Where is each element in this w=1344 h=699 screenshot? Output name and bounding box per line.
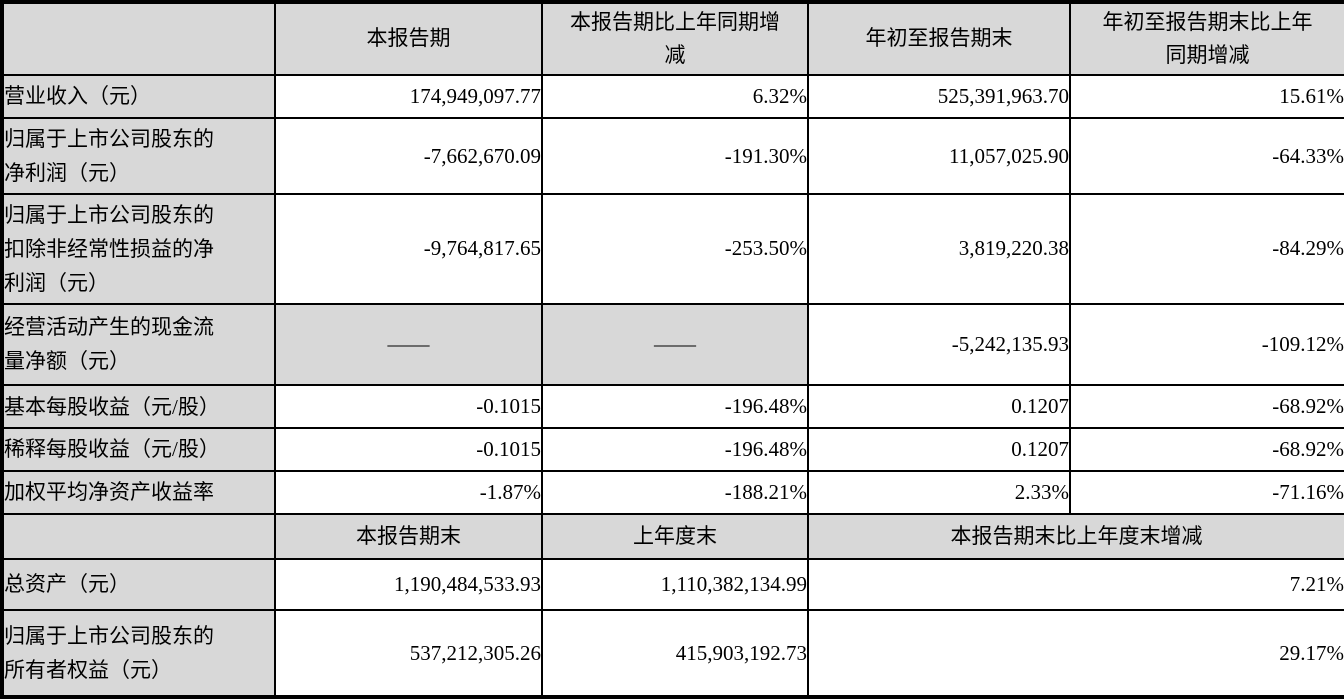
row-label-cell: 加权平均净资产收益率 xyxy=(1,469,276,516)
row-basic-eps: 基本每股收益（元/股） -0.1015 -196.48% 0.1207 -68.… xyxy=(1,383,1344,430)
value-cell: -71.16% xyxy=(1069,469,1344,516)
value-cell: 2.33% xyxy=(807,469,1071,516)
value-cell: 7.21% xyxy=(807,557,1344,612)
value-cell: -64.33% xyxy=(1069,117,1344,195)
value-cell: 1,110,382,134.99 xyxy=(541,557,809,612)
row-label-cell: 总资产（元） xyxy=(1,557,276,612)
value-cell: 0.1207 xyxy=(807,383,1071,430)
row-label-cell: 基本每股收益（元/股） xyxy=(1,383,276,430)
row-diluted-eps: 稀释每股收益（元/股） -0.1015 -196.48% 0.1207 -68.… xyxy=(1,427,1344,472)
value-cell: -196.48% xyxy=(541,383,809,430)
row-label-cell: 归属于上市公司股东的 扣除非经常性损益的净 利润（元） xyxy=(1,192,276,306)
value-cell: -191.30% xyxy=(541,117,809,195)
value-cell: -84.29% xyxy=(1069,192,1344,306)
row-weighted-avg-roe: 加权平均净资产收益率 -1.87% -188.21% 2.33% -71.16% xyxy=(1,469,1344,516)
row-operating-cash-flow: 经营活动产生的现金流 量净额（元） —— —— -5,242,135.93 -1… xyxy=(1,303,1344,386)
header-current-period: 本报告期 xyxy=(274,1,543,76)
value-cell: 537,212,305.26 xyxy=(274,609,543,698)
section1-header-row: 本报告期 本报告期比上年同期增 减 年初至报告期末 年初至报告期末比上年 同期增… xyxy=(1,1,1344,76)
value-cell: -5,242,135.93 xyxy=(807,303,1071,386)
value-cell: -253.50% xyxy=(541,192,809,306)
header-ytd-yoy: 年初至报告期末比上年 同期增减 xyxy=(1069,1,1344,76)
value-cell: -0.1015 xyxy=(274,383,543,430)
value-cell: 1,190,484,533.93 xyxy=(274,557,543,612)
dash-placeholder-cell: —— xyxy=(541,303,809,386)
row-label-cell: 稀释每股收益（元/股） xyxy=(1,427,276,472)
value-cell: 11,057,025.90 xyxy=(807,117,1071,195)
dash-placeholder-cell: —— xyxy=(274,303,543,386)
row-label-cell: 经营活动产生的现金流 量净额（元） xyxy=(1,303,276,386)
row-operating-revenue: 营业收入（元） 174,949,097.77 6.32% 525,391,963… xyxy=(1,73,1344,120)
header-current-period-yoy: 本报告期比上年同期增 减 xyxy=(541,1,809,76)
value-cell: -9,764,817.65 xyxy=(274,192,543,306)
value-cell: 174,949,097.77 xyxy=(274,73,543,120)
row-label-cell: 营业收入（元） xyxy=(1,73,276,120)
value-cell: -0.1015 xyxy=(274,427,543,472)
header-period-end: 本报告期末 xyxy=(274,513,543,560)
section2-header-row: 本报告期末 上年度末 本报告期末比上年度末增减 xyxy=(1,513,1344,560)
value-cell: 15.61% xyxy=(1069,73,1344,120)
header-period-end-change: 本报告期末比上年度末增减 xyxy=(807,513,1344,560)
value-cell: -196.48% xyxy=(541,427,809,472)
header-ytd: 年初至报告期末 xyxy=(807,1,1071,76)
value-cell: 6.32% xyxy=(541,73,809,120)
value-cell: -109.12% xyxy=(1069,303,1344,386)
row-label-cell: 归属于上市公司股东的 净利润（元） xyxy=(1,117,276,195)
header-blank-cell xyxy=(1,513,276,560)
row-net-profit-excl-nonrecurring: 归属于上市公司股东的 扣除非经常性损益的净 利润（元） -9,764,817.6… xyxy=(1,192,1344,306)
value-cell: -68.92% xyxy=(1069,427,1344,472)
row-owners-equity: 归属于上市公司股东的 所有者权益（元） 537,212,305.26 415,9… xyxy=(1,609,1344,698)
value-cell: -1.87% xyxy=(274,469,543,516)
row-total-assets: 总资产（元） 1,190,484,533.93 1,110,382,134.99… xyxy=(1,557,1344,612)
header-blank-cell xyxy=(1,1,276,76)
value-cell: -7,662,670.09 xyxy=(274,117,543,195)
value-cell: 525,391,963.70 xyxy=(807,73,1071,120)
value-cell: 3,819,220.38 xyxy=(807,192,1071,306)
value-cell: 29.17% xyxy=(807,609,1344,698)
row-label-cell: 归属于上市公司股东的 所有者权益（元） xyxy=(1,609,276,698)
value-cell: -68.92% xyxy=(1069,383,1344,430)
value-cell: 415,903,192.73 xyxy=(541,609,809,698)
value-cell: -188.21% xyxy=(541,469,809,516)
value-cell: 0.1207 xyxy=(807,427,1071,472)
row-net-profit: 归属于上市公司股东的 净利润（元） -7,662,670.09 -191.30%… xyxy=(1,117,1344,195)
header-prev-year-end: 上年度末 xyxy=(541,513,809,560)
